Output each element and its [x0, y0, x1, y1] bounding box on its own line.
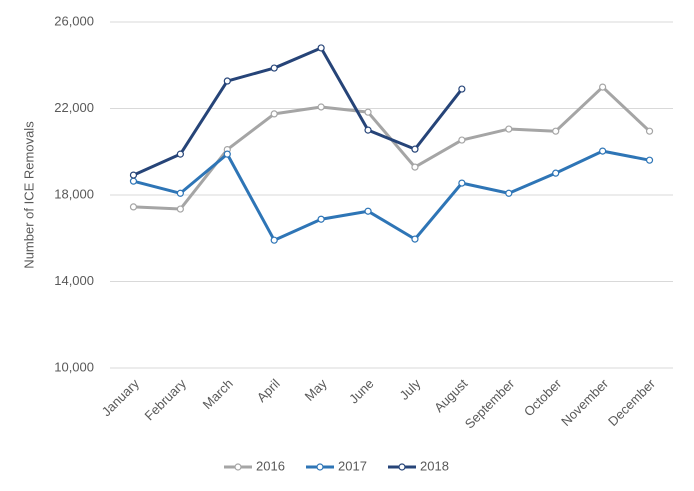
x-tick-label: May: [302, 376, 330, 404]
x-tick-label: October: [521, 375, 565, 419]
point-marker: [317, 103, 325, 111]
x-tick-label: August: [431, 376, 470, 415]
point-marker: [129, 171, 138, 179]
x-tick-label: February: [142, 376, 190, 424]
point-marker: [645, 127, 654, 135]
point-marker: [458, 85, 466, 93]
point-marker: [364, 207, 372, 215]
legend-marker: [234, 463, 242, 471]
x-tick-label: March: [200, 376, 236, 412]
point-marker: [552, 127, 560, 135]
point-marker: [552, 169, 560, 177]
point-marker: [176, 150, 184, 158]
legend-item: 2016: [224, 458, 285, 473]
x-tick-label: July: [397, 376, 424, 403]
point-marker: [458, 136, 466, 144]
x-tick-label: September: [462, 375, 518, 431]
point-marker: [364, 108, 372, 116]
y-tick-label: 10,000: [54, 359, 94, 374]
point-marker: [411, 163, 419, 171]
legend-label: 2017: [338, 458, 367, 473]
point-marker: [129, 203, 138, 211]
point-marker: [317, 44, 325, 52]
legend-label: 2016: [256, 458, 285, 473]
legend-item: 2018: [388, 458, 449, 473]
point-marker: [505, 125, 513, 133]
y-axis-label: Number of ICE Removals: [21, 121, 36, 269]
point-marker: [176, 205, 184, 213]
point-marker: [645, 156, 654, 164]
point-marker: [364, 126, 372, 134]
point-marker: [505, 189, 513, 197]
legend-item: 2017: [306, 458, 367, 473]
series-line: [132, 46, 464, 177]
point-marker: [223, 150, 231, 158]
x-tick-label: April: [254, 376, 283, 405]
point-marker: [599, 147, 607, 155]
x-tick-label: January: [99, 376, 143, 420]
legend-marker: [316, 463, 324, 471]
point-marker: [599, 83, 607, 91]
point-marker: [270, 236, 278, 244]
point-marker: [223, 77, 231, 85]
x-tick-label: June: [346, 376, 377, 407]
x-tick-label: December: [605, 375, 658, 428]
point-marker: [129, 177, 138, 185]
y-tick-label: 26,000: [54, 13, 94, 28]
point-marker: [270, 110, 278, 118]
y-tick-label: 18,000: [54, 186, 94, 201]
series-line: [133, 149, 650, 242]
legend-marker: [398, 463, 406, 471]
point-marker: [176, 189, 184, 197]
point-marker: [458, 179, 466, 187]
point-marker: [270, 64, 278, 72]
point-marker: [317, 215, 325, 223]
y-tick-label: 14,000: [54, 273, 94, 288]
point-marker: [411, 235, 419, 243]
x-tick-label: November: [558, 375, 611, 428]
point-marker: [411, 145, 419, 153]
legend-label: 2018: [420, 458, 449, 473]
y-tick-label: 22,000: [54, 100, 94, 115]
